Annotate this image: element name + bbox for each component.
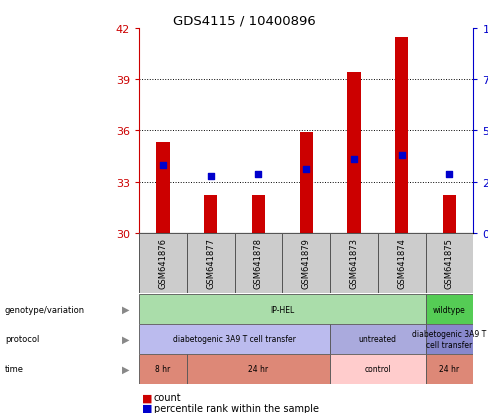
Bar: [395, 38, 408, 233]
Bar: [204, 196, 217, 233]
Text: ■: ■: [142, 392, 152, 402]
Text: time: time: [5, 364, 24, 373]
Point: [207, 173, 215, 180]
Text: genotype/variation: genotype/variation: [5, 305, 85, 314]
Text: wildtype: wildtype: [433, 305, 466, 314]
Text: IP-HEL: IP-HEL: [270, 305, 294, 314]
Point: [303, 166, 310, 173]
Point: [159, 162, 167, 169]
Point: [446, 171, 453, 178]
Text: GSM641879: GSM641879: [302, 238, 311, 289]
Bar: [300, 133, 313, 233]
Text: protocol: protocol: [5, 335, 39, 344]
Bar: [139, 354, 187, 384]
Bar: [187, 233, 235, 293]
Bar: [330, 324, 426, 354]
Text: GDS4115 / 10400896: GDS4115 / 10400896: [173, 14, 315, 27]
Bar: [252, 196, 265, 233]
Point: [255, 171, 263, 178]
Text: diabetogenic 3A9 T cell transfer: diabetogenic 3A9 T cell transfer: [173, 335, 296, 344]
Bar: [283, 233, 330, 293]
Bar: [426, 294, 473, 324]
Point: [350, 156, 358, 163]
Text: 8 hr: 8 hr: [155, 364, 171, 373]
Bar: [330, 233, 378, 293]
Bar: [156, 143, 170, 233]
Text: 24 hr: 24 hr: [248, 364, 268, 373]
Bar: [235, 233, 283, 293]
Text: ■: ■: [142, 403, 152, 413]
Bar: [378, 233, 426, 293]
Text: diabetogenic 3A9 T
cell transfer: diabetogenic 3A9 T cell transfer: [412, 330, 487, 349]
Bar: [330, 354, 426, 384]
Text: GSM641878: GSM641878: [254, 238, 263, 289]
Text: GSM641874: GSM641874: [397, 238, 406, 289]
Text: GSM641876: GSM641876: [159, 238, 167, 289]
Bar: [139, 294, 426, 324]
Bar: [347, 73, 361, 233]
Text: percentile rank within the sample: percentile rank within the sample: [154, 403, 319, 413]
Bar: [187, 354, 330, 384]
Text: GSM641877: GSM641877: [206, 238, 215, 289]
Text: GSM641875: GSM641875: [445, 238, 454, 289]
Text: ▶: ▶: [122, 364, 129, 374]
Text: count: count: [154, 392, 182, 402]
Text: untreated: untreated: [359, 335, 397, 344]
Bar: [426, 233, 473, 293]
Bar: [139, 324, 330, 354]
Bar: [139, 233, 187, 293]
Text: ▶: ▶: [122, 304, 129, 314]
Bar: [426, 354, 473, 384]
Text: control: control: [365, 364, 391, 373]
Text: 24 hr: 24 hr: [439, 364, 460, 373]
Point: [398, 152, 406, 159]
Bar: [426, 324, 473, 354]
Text: ▶: ▶: [122, 334, 129, 344]
Bar: [443, 196, 456, 233]
Text: GSM641873: GSM641873: [349, 238, 359, 289]
